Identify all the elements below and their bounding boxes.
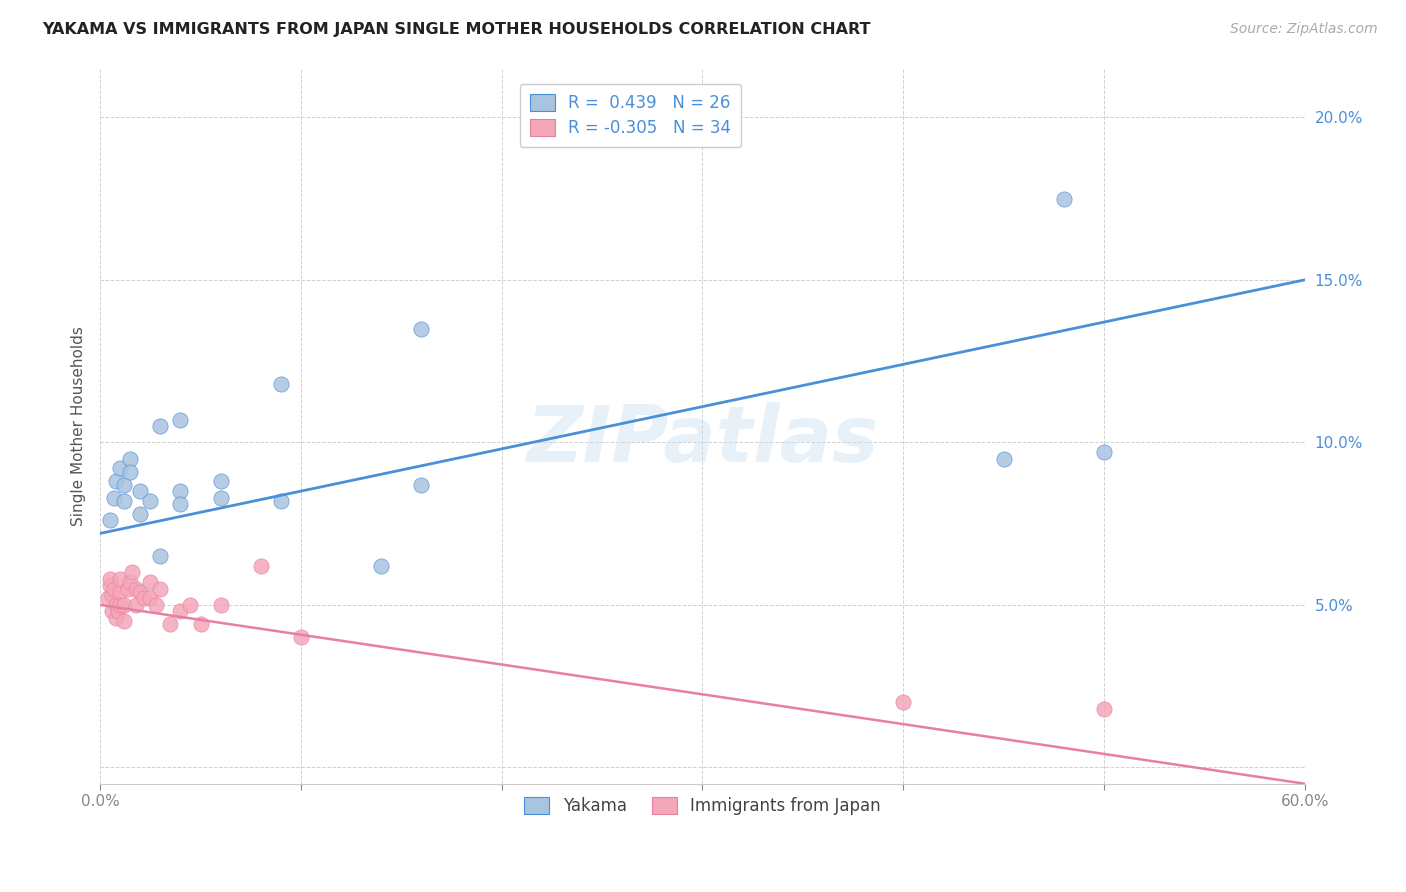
Point (290, 631, 312, 645)
Point (179, 598, 201, 612)
Point (149, 549, 172, 564)
Point (891, 696, 914, 710)
Point (125, 598, 148, 612)
Point (108, 461, 131, 475)
Point (169, 412, 191, 426)
Point (108, 598, 131, 612)
Point (103, 491, 125, 505)
Point (993, 451, 1015, 466)
Point (169, 484, 191, 499)
Point (129, 585, 152, 599)
Point (209, 475, 232, 489)
Point (101, 588, 124, 602)
Point (105, 598, 128, 612)
Point (411, 477, 433, 491)
Point (112, 494, 135, 508)
Text: Source: ZipAtlas.com: Source: ZipAtlas.com (1230, 22, 1378, 37)
Point (112, 477, 135, 491)
Point (169, 604, 191, 618)
Point (105, 611, 128, 625)
Point (112, 598, 135, 612)
Point (149, 419, 172, 434)
Point (145, 598, 167, 612)
Point (149, 582, 172, 596)
Point (112, 614, 135, 628)
Legend: Yakama, Immigrants from Japan: Yakama, Immigrants from Japan (515, 788, 890, 825)
Point (107, 604, 129, 618)
Point (120, 465, 142, 479)
Point (370, 558, 392, 573)
Point (121, 566, 143, 580)
Point (120, 451, 142, 466)
Text: ZIPatlas: ZIPatlas (526, 402, 879, 478)
Y-axis label: Single Mother Households: Single Mother Households (72, 326, 86, 526)
Point (159, 617, 181, 632)
Point (139, 575, 162, 590)
Point (125, 582, 148, 596)
Point (97, 591, 120, 606)
Point (105, 475, 128, 489)
Point (169, 497, 191, 511)
Point (117, 582, 139, 596)
Text: YAKAMA VS IMMIGRANTS FROM JAPAN SINGLE MOTHER HOUSEHOLDS CORRELATION CHART: YAKAMA VS IMMIGRANTS FROM JAPAN SINGLE M… (42, 22, 870, 37)
Point (98, 513, 121, 527)
Point (1092, 445, 1115, 459)
Point (190, 617, 212, 632)
Point (411, 321, 433, 335)
Point (98, 572, 121, 586)
Point (209, 491, 232, 505)
Point (101, 604, 124, 618)
Point (129, 507, 152, 521)
Point (139, 494, 162, 508)
Point (270, 376, 292, 391)
Point (103, 582, 125, 596)
Point (270, 494, 292, 508)
Point (1092, 702, 1115, 716)
Point (120, 575, 142, 590)
Point (108, 585, 131, 599)
Point (1053, 192, 1076, 206)
Point (134, 591, 156, 606)
Point (249, 558, 271, 573)
Point (98, 578, 121, 592)
Point (108, 572, 131, 586)
Point (209, 598, 232, 612)
Point (129, 484, 152, 499)
Point (139, 591, 162, 606)
